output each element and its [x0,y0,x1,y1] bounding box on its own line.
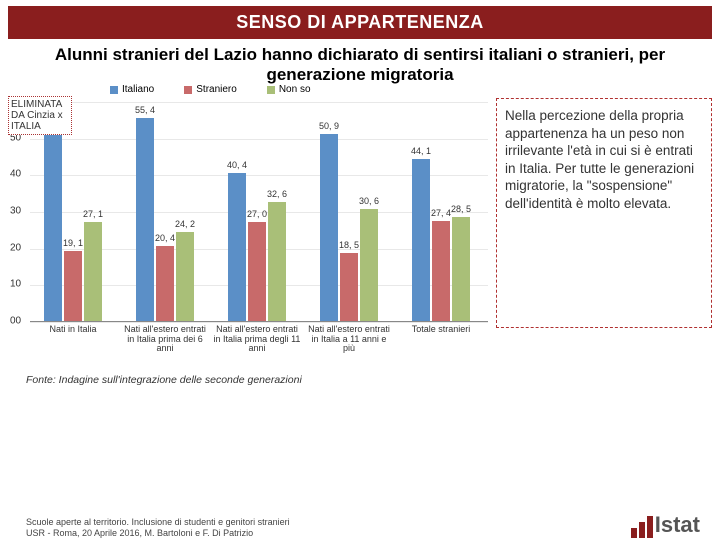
bar: 27, 0 [248,222,266,321]
bar-value: 20, 4 [155,233,175,243]
bar-value: 19, 1 [63,238,83,248]
page-title: Alunni stranieri del Lazio hanno dichiar… [0,43,720,88]
istat-logo: Istat [631,512,700,538]
bar-value: 32, 6 [267,189,287,199]
bar: 19, 1 [64,251,82,321]
bar-group: 50, 918, 530, 6Nati all'estero entrati i… [310,134,388,321]
bar-value: 24, 2 [175,219,195,229]
y-tick: 40 [10,169,21,180]
bar-value: 27, 4 [431,208,451,218]
side-commentary: Nella percezione della propria appartene… [496,98,712,328]
footer: Scuole aperte al territorio. Inclusione … [0,512,720,538]
bar-group: 44, 127, 428, 5Totale stranieri [402,159,480,321]
bar: 18, 5 [340,253,358,321]
bar: 55, 4 [136,118,154,321]
x-label: Nati all'estero entrati in Italia prima … [213,325,301,353]
bar: 30, 6 [360,209,378,321]
x-label: Nati all'estero entrati in Italia prima … [121,325,209,353]
bar-value: 55, 4 [135,105,155,115]
footer-text: Scuole aperte al territorio. Inclusione … [26,517,290,538]
plot-area: 0010203040506053, 819, 127, 1Nati in Ita… [30,102,488,322]
x-label: Totale stranieri [397,325,485,334]
bar-value: 44, 1 [411,146,431,156]
x-label: Nati all'estero entrati in Italia a 11 a… [305,325,393,353]
source-line: Fonte: Indagine sull'integrazione delle … [0,358,720,386]
bar-group: 40, 427, 032, 6Nati all'estero entrati i… [218,173,296,321]
bar-value: 30, 6 [359,196,379,206]
legend-label: Italiano [122,84,154,95]
logo-text: Istat [655,512,700,538]
logo-bars-icon [631,516,653,538]
bar: 40, 4 [228,173,246,321]
legend-straniero: Straniero [184,84,237,95]
content-row: Italiano Straniero Non so 00102030405060… [0,88,720,358]
bar: 32, 6 [268,202,286,322]
bar: 44, 1 [412,159,430,321]
bar-value: 50, 9 [319,121,339,131]
bar-value: 40, 4 [227,160,247,170]
bar: 28, 5 [452,217,470,322]
bar-value: 28, 5 [451,204,471,214]
bar: 53, 8 [44,124,62,321]
bar-value: 18, 5 [339,240,359,250]
bar: 24, 2 [176,232,194,321]
bar: 27, 4 [432,221,450,321]
bar-group: 55, 420, 424, 2Nati all'estero entrati i… [126,118,204,321]
legend-label: Straniero [196,84,237,95]
bar: 50, 9 [320,134,338,321]
legend-nonso: Non so [267,84,311,95]
chart-legend: Italiano Straniero Non so [110,84,311,95]
bar-value: 27, 1 [83,209,103,219]
banner-title: SENSO DI APPARTENENZA [8,6,712,39]
legend-label: Non so [279,84,311,95]
y-tick: 10 [10,279,21,290]
y-tick: 30 [10,206,21,217]
chart-container: Italiano Straniero Non so 00102030405060… [8,88,488,358]
bar: 27, 1 [84,222,102,321]
y-tick: 00 [10,316,21,327]
bar: 20, 4 [156,246,174,321]
bar-chart: Italiano Straniero Non so 00102030405060… [30,88,488,358]
bar-group: 53, 819, 127, 1Nati in Italia [34,124,112,321]
bar-value: 27, 0 [247,209,267,219]
x-label: Nati in Italia [29,325,117,334]
legend-italiano: Italiano [110,84,154,95]
eliminata-note: ELIMINATA DA Cinzia x ITALIA [8,96,72,135]
y-tick: 20 [10,242,21,253]
